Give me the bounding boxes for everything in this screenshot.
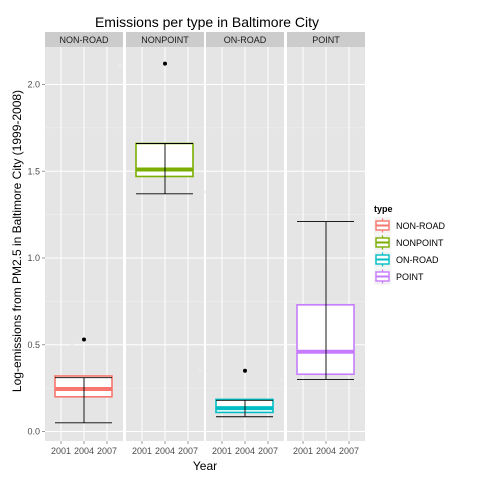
panel-nonpoint: NONPOINT 2001 2004 2007	[118, 32, 206, 456]
panel-on-road: ON-ROAD 2001 2004 2007	[198, 32, 284, 456]
y-tick-label: 2.0	[27, 80, 40, 90]
legend-title: type	[374, 204, 393, 214]
x-tick-label: 2004	[235, 446, 255, 456]
jitter-point	[202, 190, 206, 194]
jitter-point	[279, 377, 283, 382]
chart-title: Emissions per type in Baltimore City	[95, 14, 319, 30]
y-tick-label: 0.5	[27, 340, 40, 350]
strip-label: POINT	[312, 35, 340, 45]
box-on-road	[215, 398, 274, 414]
x-axis-label: Year	[193, 459, 217, 473]
legend-item-point: POINT	[373, 267, 424, 286]
strip-background	[45, 32, 123, 47]
y-axis-label: Log-emissions from PM2.5 in Baltimore Ci…	[10, 90, 24, 392]
box-non-road	[54, 375, 113, 398]
x-tick-label: 2007	[178, 446, 198, 456]
x-tick-label: 2001	[132, 446, 152, 456]
x-tick-label: 2007	[258, 446, 278, 456]
jitter-point	[198, 369, 202, 373]
legend-label: NON-ROAD	[396, 221, 445, 231]
y-tick-label: 0.0	[27, 427, 40, 437]
x-tick-label: 2004	[316, 446, 336, 456]
jitter-point	[70, 343, 75, 347]
strip-background	[287, 32, 365, 47]
legend: type NON-ROAD NONPOINT ON-ROAD POINT	[373, 204, 445, 286]
outlier-point	[243, 368, 247, 373]
legend-label: POINT	[396, 272, 424, 282]
strip-label: NONPOINT	[141, 35, 189, 45]
legend-label: NONPOINT	[396, 238, 444, 248]
jitter-point	[118, 63, 122, 68]
panel-non-road: NON-ROAD 2001 2004 2007	[45, 32, 123, 456]
x-tick-label: 2001	[212, 446, 232, 456]
panel-point: POINT 2001 2004 2007	[279, 32, 365, 456]
x-tick-label: 2004	[155, 446, 175, 456]
x-tick-label: 2004	[74, 446, 94, 456]
outlier-point	[163, 61, 167, 66]
y-tick-label: 1.0	[27, 253, 40, 263]
box-point	[296, 304, 355, 376]
x-tick-label: 2001	[293, 446, 313, 456]
legend-item-on-road: ON-ROAD	[373, 250, 439, 269]
y-tick-label: 1.5	[27, 166, 40, 176]
legend-label: ON-ROAD	[396, 255, 439, 265]
strip-label: NON-ROAD	[60, 35, 109, 45]
strip-background	[126, 32, 204, 47]
x-tick-label: 2001	[51, 446, 71, 456]
x-tick-label: 2007	[97, 446, 117, 456]
x-tick-label: 2007	[339, 446, 359, 456]
strip-label: ON-ROAD	[224, 35, 267, 45]
outlier-point	[82, 337, 86, 342]
strip-background	[206, 32, 284, 47]
legend-item-nonpoint: NONPOINT	[373, 233, 444, 252]
legend-item-non-road: NON-ROAD	[373, 216, 445, 235]
